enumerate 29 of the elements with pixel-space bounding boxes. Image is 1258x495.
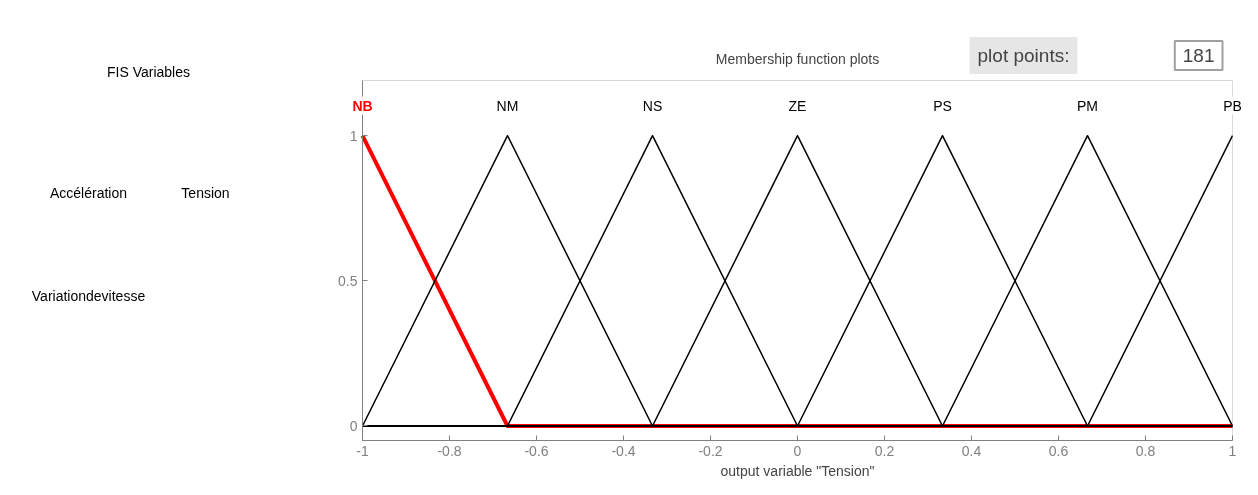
- series-label: NM: [496, 97, 519, 114]
- series-label: PS: [933, 97, 952, 114]
- y-tick-label: 0.5: [338, 272, 358, 289]
- series-label: NB: [352, 97, 373, 114]
- text: Tension: [181, 184, 230, 201]
- text: plot points:: [977, 45, 1070, 66]
- x-tick-label: 0.6: [1048, 442, 1069, 459]
- x-tick-label: 0.2: [874, 442, 895, 459]
- text: FIS Variables: [107, 63, 190, 80]
- series-label: PM: [1077, 97, 1099, 114]
- x-tick-label: 1: [1228, 442, 1237, 459]
- x-tick-label: -0.4: [611, 442, 636, 459]
- x-axis-title: output variable "Tension": [720, 462, 875, 479]
- x-tick-label: 0: [793, 442, 802, 459]
- x-tick-label: -0.2: [698, 442, 723, 459]
- chart-title: Membership function plots: [715, 50, 880, 67]
- series-label: NS: [642, 97, 663, 114]
- text: 181: [1182, 45, 1215, 66]
- series-label: PB: [1223, 97, 1242, 114]
- text: Variationdevitesse: [31, 287, 146, 304]
- y-tick-label: 1: [349, 127, 358, 144]
- y-tick-label: 0: [349, 417, 358, 434]
- x-tick-label: -0.8: [437, 442, 462, 459]
- x-tick-label: -0.6: [524, 442, 549, 459]
- series-label: ZE: [788, 97, 807, 114]
- x-tick-label: -1: [356, 442, 369, 459]
- x-tick-label: 0.4: [961, 442, 982, 459]
- text: Accélération: [49, 184, 128, 201]
- x-tick-label: 0.8: [1135, 442, 1156, 459]
